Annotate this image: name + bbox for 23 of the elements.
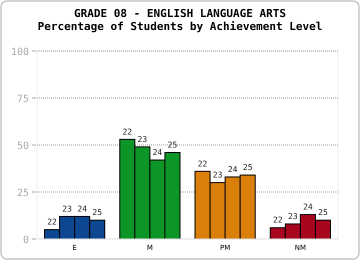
y-tick-label: 0	[22, 235, 29, 246]
y-tick-label: 75	[16, 94, 29, 105]
text: 24	[228, 164, 238, 174]
y-tick-label: 25	[16, 188, 29, 199]
series-label: 23	[62, 204, 72, 214]
text: 22	[198, 159, 208, 168]
text: 23	[138, 134, 148, 144]
text: 25	[168, 140, 178, 150]
text: 25	[318, 208, 328, 218]
chart-subtitle: Percentage of Students by Achievement Level	[38, 20, 322, 33]
y-tick-label: 50	[16, 141, 29, 152]
text: 23	[288, 212, 298, 221]
text: 22	[272, 216, 283, 225]
text: 23	[212, 170, 222, 180]
text: 25	[242, 163, 253, 172]
series-label: 25	[92, 208, 102, 218]
chart-title: GRADE 08 - ENGLISH LANGUAGE ARTS	[74, 7, 286, 20]
text: 22	[122, 127, 132, 136]
text: 24	[303, 202, 313, 212]
y-tick-label: 100	[10, 47, 29, 58]
text: 24	[152, 148, 162, 158]
series-label: 22	[47, 218, 58, 227]
series-label: 24	[77, 204, 88, 214]
